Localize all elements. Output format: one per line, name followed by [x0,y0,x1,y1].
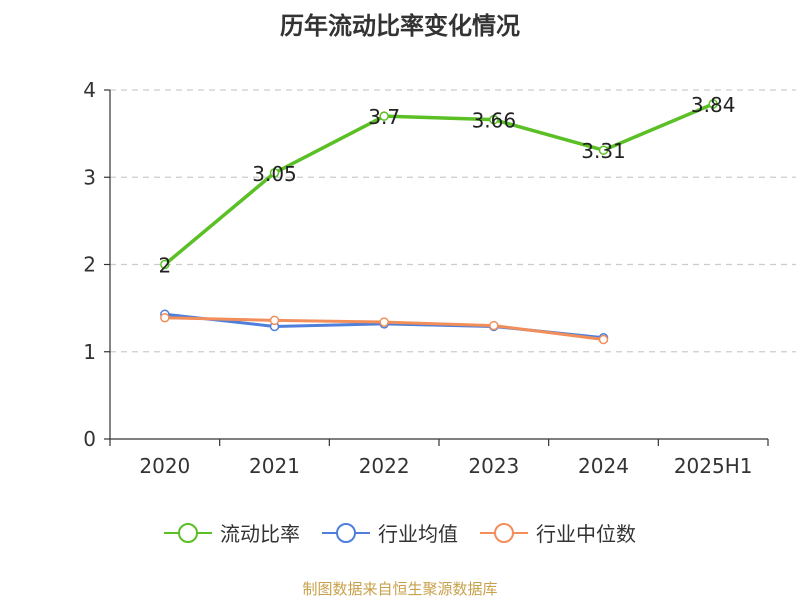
x-tick-label: 2022 [359,454,410,478]
x-tick-label: 2024 [578,454,629,478]
data-point [598,145,609,155]
y-tick-label: 4 [83,78,96,102]
source-note: 制图数据来自恒生聚源数据库 [302,580,498,598]
data-point [269,168,280,178]
data-point [379,317,389,327]
legend-label-current-ratio: 流动比率 [220,522,300,546]
data-label: 2 [158,254,171,278]
x-tick-label: 2020 [139,454,190,478]
legend-marker-current-ratio [164,522,212,543]
legend-label-industry-median: 行业中位数 [536,522,636,546]
legend-item-industry-median[interactable]: 行业中位数 [480,518,636,547]
y-tick-label: 2 [83,253,96,277]
data-label: 3.31 [581,139,626,163]
legend: 流动比率 行业均值 行业中位数 [0,518,800,547]
data-point [269,315,280,326]
data-point [598,334,609,345]
data-label: 3.84 [691,93,736,117]
data-point [708,99,718,109]
data-point [489,320,499,331]
y-tick-label: 3 [83,165,96,189]
legend-marker-industry-median [480,522,528,543]
x-tick-label: 2025H1 [674,454,753,478]
x-tick-label: 2023 [468,454,519,478]
legend-marker-industry-mean [322,522,370,543]
x-tick-label: 2021 [249,454,300,478]
legend-item-industry-mean[interactable]: 行业均值 [322,518,458,547]
data-label: 3.05 [252,162,297,186]
data-label-layer: 2 3.05 3.7 3.66 3.31 3.84 [158,93,735,278]
legend-item-current-ratio[interactable]: 流动比率 [164,518,300,547]
data-label: 3.7 [368,105,400,129]
data-point [379,111,389,121]
series-layer [160,99,718,345]
data-point [160,259,170,270]
data-label: 3.66 [472,109,517,133]
y-tick-label: 0 [83,427,96,451]
series-line [163,102,714,266]
data-point [160,312,170,323]
axis-layer: 0 1 2 3 4 2020 2021 2022 2023 2024 2025H1 [83,78,769,478]
chart-title: 历年流动比率变化情况 [280,12,520,40]
grid-layer [110,89,796,353]
data-point [489,114,499,125]
y-tick-label: 1 [83,340,96,364]
legend-label-industry-mean: 行业均值 [378,522,458,546]
